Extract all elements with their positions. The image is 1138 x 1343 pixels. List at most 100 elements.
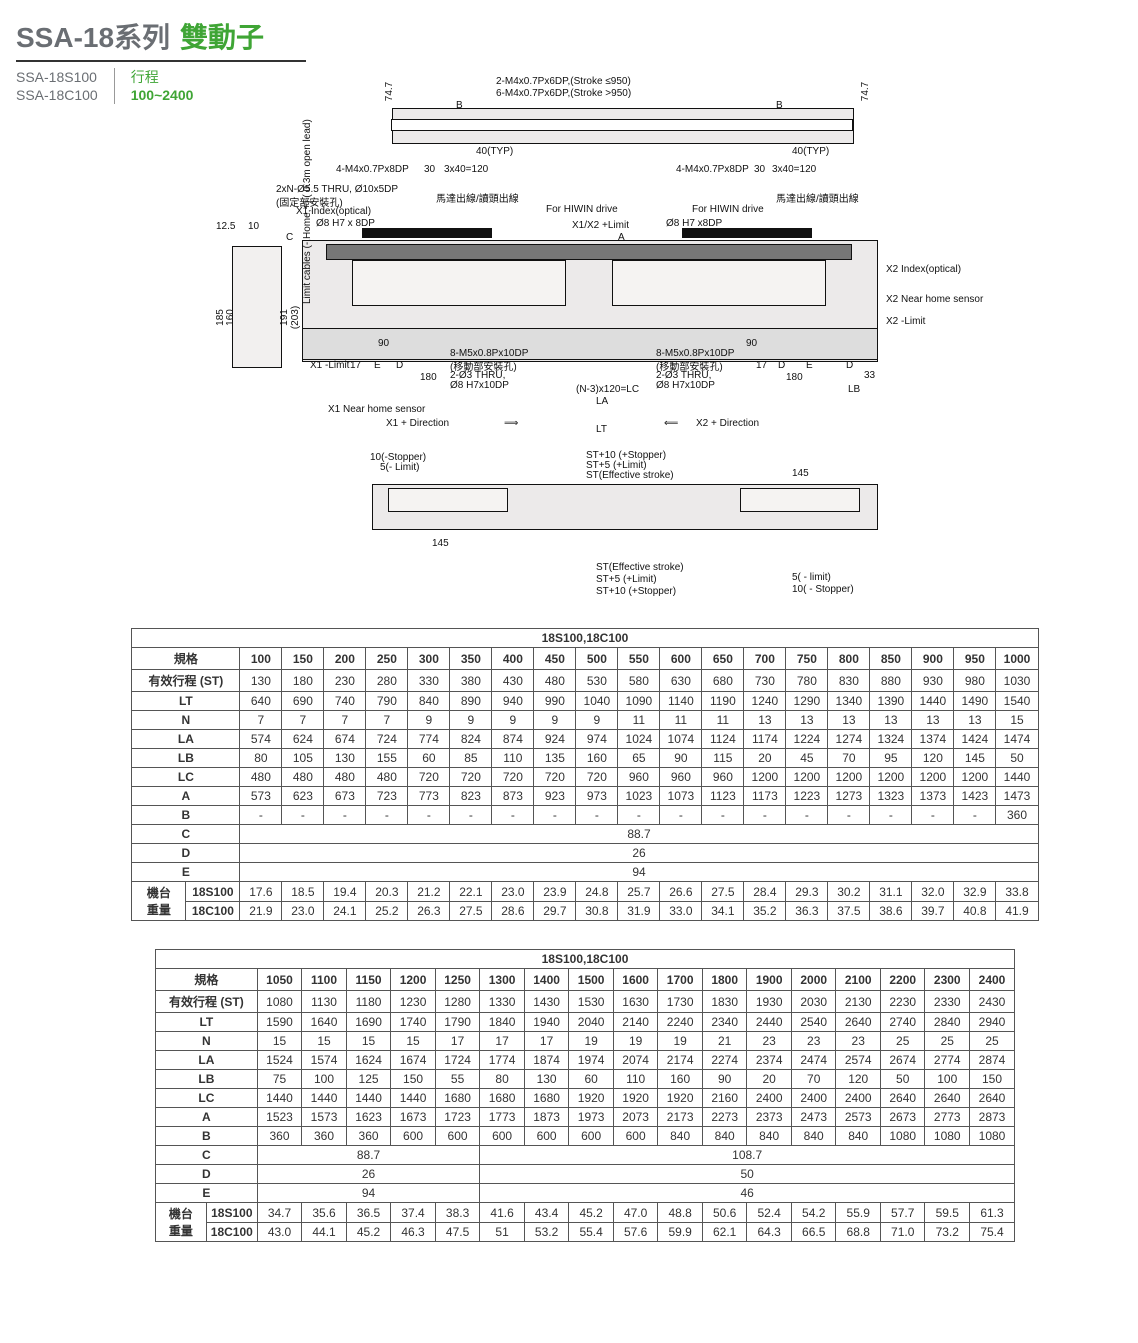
dim-180l: 180 <box>420 372 437 383</box>
C-dim: C <box>286 232 293 243</box>
t1-caption: 18S100,18C100 <box>132 629 1038 648</box>
title-subtype: 雙動子 <box>180 16 264 56</box>
t1-col: 600 <box>660 648 702 670</box>
steff: ST(Effective stroke) <box>586 470 674 481</box>
t1-col: 100 <box>240 648 282 670</box>
stroke-label: 行程 <box>131 68 194 86</box>
st10-b: ST+10 (+Stopper) <box>596 586 676 597</box>
t1-col: 500 <box>576 648 618 670</box>
t2-head: 規格 1050110011501200125013001400150016001… <box>156 969 1015 991</box>
t2-col: 1150 <box>346 969 391 991</box>
t1-h-spec: 規格 <box>132 648 240 670</box>
t2-col: 1600 <box>613 969 658 991</box>
lower-mover-r <box>740 488 860 512</box>
dim-33: 33 <box>864 370 875 381</box>
five-lim-n: 5( - limit) <box>792 572 831 583</box>
tap-4m4-l: 4-M4x0.7Px8DP <box>336 164 409 175</box>
dim-Er: E <box>806 360 813 371</box>
end-view <box>232 246 282 368</box>
dim-LA: LA <box>596 396 608 407</box>
t1-col: 450 <box>534 648 576 670</box>
limit-cables: Limit cables (-,Home,+) ( 0.3m open lead… <box>302 204 313 304</box>
dim-191: 191 <box>279 310 290 327</box>
t2-caption: 18S100,18C100 <box>156 950 1015 969</box>
t2-col: 1250 <box>435 969 480 991</box>
dim-LT: LT <box>596 424 607 435</box>
x2-index: X2 Index(optical) <box>886 264 961 275</box>
dim-145l: 145 <box>432 538 449 549</box>
x1dir: X1 + Direction <box>386 418 449 429</box>
dim-17l: 17 <box>350 360 361 371</box>
dim-203: (203) <box>290 306 301 329</box>
arrow-l: ⟸ <box>664 418 678 429</box>
phi8h7-r: Ø8 H7x10DP <box>656 380 715 391</box>
x2dir: X2 + Direction <box>696 418 759 429</box>
t2-col: 1900 <box>747 969 792 991</box>
dim-180r: 180 <box>786 372 803 383</box>
t1-col: 800 <box>828 648 870 670</box>
dim-Dr: D <box>778 360 785 371</box>
x1-near: X1 Near home sensor <box>328 404 425 415</box>
model-2: SSA-18C100 <box>16 86 98 104</box>
t2-col: 1800 <box>702 969 747 991</box>
t2-col: 2300 <box>925 969 970 991</box>
five-lim: 5(- Limit) <box>380 462 419 473</box>
x1-limit: X1 -Limit <box>310 360 349 371</box>
dim-30r: 30 <box>754 164 765 175</box>
t2-body: 有效行程 (ST)1080113011801230128013301430153… <box>156 991 1015 1242</box>
phi8h7-l: Ø8 H7x10DP <box>450 380 509 391</box>
dim-10: 10 <box>248 221 259 232</box>
t2-col: 2200 <box>880 969 925 991</box>
model-list: SSA-18S100 SSA-18C100 <box>16 68 98 104</box>
t1-head: 規格 1001502002503003504004505005506006507… <box>132 648 1038 670</box>
stroke-info: 行程 100~2400 <box>131 68 194 104</box>
t1-col: 700 <box>744 648 786 670</box>
dim-747-r: 74.7 <box>860 82 871 101</box>
dim-3x40r: 3x40=120 <box>772 164 816 175</box>
t2-col: 2100 <box>836 969 881 991</box>
dim-30l: 30 <box>424 164 435 175</box>
dim-3x40l: 3x40=120 <box>444 164 488 175</box>
x2-near: X2 Near home sensor <box>886 294 983 305</box>
sep <box>114 68 115 104</box>
tap-4m4-r: 4-M4x0.7Px8DP <box>676 164 749 175</box>
t2-col: 2400 <box>970 969 1015 991</box>
table1-wrap: 18S100,18C100 規格 10015020025030035040045… <box>16 628 1138 949</box>
t1-col: 300 <box>408 648 450 670</box>
t1-col: 200 <box>324 648 366 670</box>
conn-l <box>362 228 492 238</box>
t2-col: 1700 <box>658 969 703 991</box>
arrow-r: ⟹ <box>504 418 518 429</box>
t2-col: 1400 <box>524 969 569 991</box>
x1x2-limit: X1/X2 +Limit <box>572 220 629 231</box>
lower-mover-l <box>388 488 508 512</box>
spec-table-2: 18S100,18C100 規格 10501100115012001250130… <box>155 949 1015 1242</box>
header-rule <box>16 60 306 62</box>
t1-col: 250 <box>366 648 408 670</box>
t2-col: 1300 <box>480 969 525 991</box>
n3x120: (N-3)x120=LC <box>576 384 639 395</box>
conn-r <box>682 228 812 238</box>
spec-table-1: 18S100,18C100 規格 10015020025030035040045… <box>131 628 1038 921</box>
dim-El: E <box>374 360 381 371</box>
st5-b: ST+5 (+Limit) <box>596 574 657 585</box>
t1-col: 550 <box>618 648 660 670</box>
typ-l: 40(TYP) <box>476 146 513 157</box>
top-plate <box>326 244 852 260</box>
hiwin-l: For HIWIN drive <box>546 204 618 215</box>
t1-body: 有效行程 (ST)1301802302803303804304805305806… <box>132 670 1038 921</box>
dim-Dr2: D <box>846 360 853 371</box>
dim-90r: 90 <box>746 338 757 349</box>
t1-col: 850 <box>870 648 912 670</box>
t1-col: 750 <box>786 648 828 670</box>
t2-col: 1200 <box>391 969 436 991</box>
t2-col: 1050 <box>257 969 302 991</box>
stroke-range: 100~2400 <box>131 86 194 104</box>
x2-limit: X2 -Limit <box>886 316 925 327</box>
technical-diagram: 2-M4x0.7Px6DP,(Stroke ≤950) 6-M4x0.7Px6D… <box>216 68 1076 608</box>
dim-17r: 17 <box>756 360 767 371</box>
mover-2 <box>612 260 826 306</box>
note-stroke950a: 2-M4x0.7Px6DP,(Stroke ≤950) <box>496 76 631 87</box>
typ-r: 40(TYP) <box>792 146 829 157</box>
t1-col: 150 <box>282 648 324 670</box>
